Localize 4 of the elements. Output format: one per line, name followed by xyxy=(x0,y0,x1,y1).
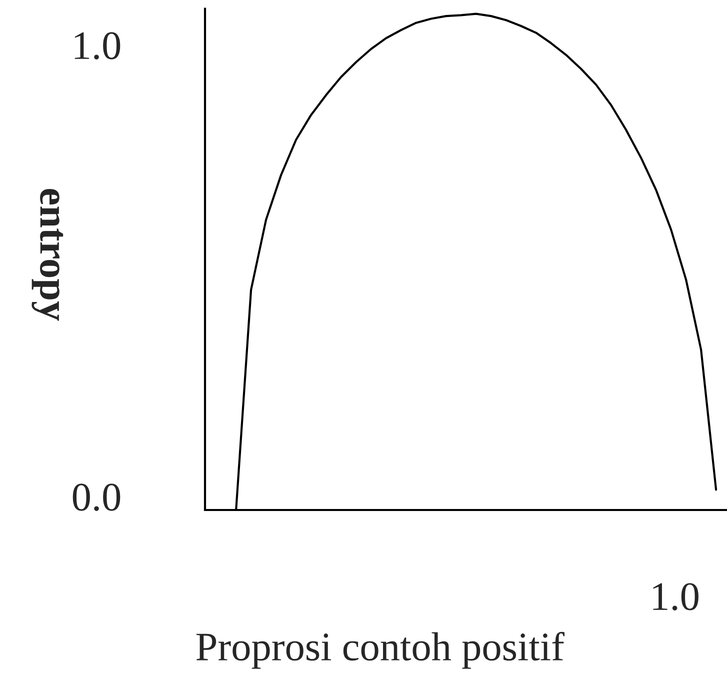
x-axis-title: Proprosi contoh positif xyxy=(196,632,564,669)
y-axis-title: entropy xyxy=(32,189,64,321)
text: 1.0 xyxy=(653,583,698,610)
y-tick-label: 0.0 xyxy=(72,484,120,511)
